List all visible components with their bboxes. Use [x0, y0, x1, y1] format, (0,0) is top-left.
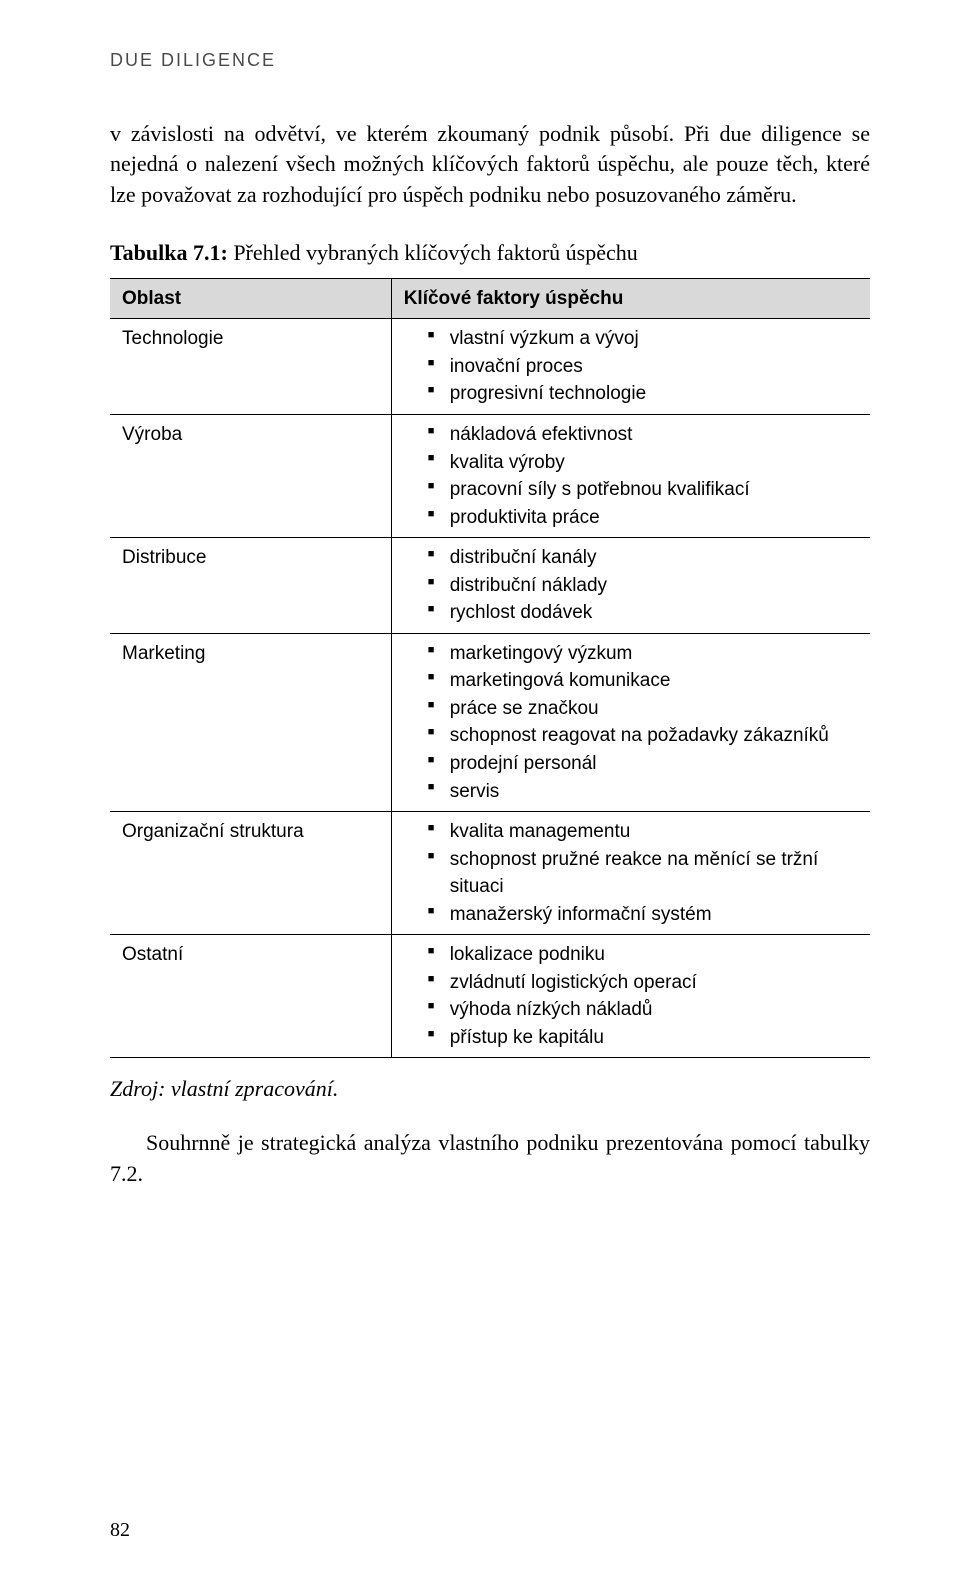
- table-caption: Tabulka 7.1: Přehled vybraných klíčových…: [110, 238, 870, 268]
- running-head: DUE DILIGENCE: [110, 50, 870, 71]
- factor-item: distribuční kanály: [428, 544, 858, 572]
- factor-list: distribuční kanálydistribuční nákladyryc…: [404, 544, 858, 627]
- table-cell-factors: distribuční kanálydistribuční nákladyryc…: [391, 538, 870, 634]
- factor-list: nákladová efektivnostkvalita výrobypraco…: [404, 421, 858, 531]
- table-row: Výrobanákladová efektivnostkvalita výrob…: [110, 414, 870, 537]
- factor-item: lokalizace podniku: [428, 941, 858, 969]
- factor-item: práce se značkou: [428, 695, 858, 723]
- factor-list: lokalizace podnikuzvládnutí logistických…: [404, 941, 858, 1051]
- table-row: Ostatnílokalizace podnikuzvládnutí logis…: [110, 935, 870, 1058]
- factors-table: Oblast Klíčové faktory úspěchu Technolog…: [110, 278, 870, 1059]
- table-cell-factors: marketingový výzkummarketingová komunika…: [391, 633, 870, 811]
- factor-item: inovační proces: [428, 353, 858, 381]
- table-header-area: Oblast: [110, 278, 391, 319]
- table-cell-factors: vlastní výzkum a vývojinovační procespro…: [391, 319, 870, 415]
- table-row: Organizační strukturakvalita managementu…: [110, 812, 870, 935]
- factor-item: marketingový výzkum: [428, 640, 858, 668]
- page: DUE DILIGENCE v závislosti na odvětví, v…: [0, 0, 960, 1590]
- factor-item: servis: [428, 778, 858, 806]
- table-cell-area: Výroba: [110, 414, 391, 537]
- table-header-factors: Klíčové faktory úspěchu: [391, 278, 870, 319]
- factor-item: rychlost dodávek: [428, 599, 858, 627]
- page-number: 82: [110, 1519, 130, 1542]
- table-row: Technologievlastní výzkum a vývojinovačn…: [110, 319, 870, 415]
- factor-item: kvalita výroby: [428, 449, 858, 477]
- table-caption-label: Tabulka 7.1:: [110, 240, 228, 265]
- factor-item: distribuční náklady: [428, 572, 858, 600]
- factor-item: produktivita práce: [428, 504, 858, 532]
- table-row: Distribucedistribuční kanálydistribuční …: [110, 538, 870, 634]
- factor-item: prodejní personál: [428, 750, 858, 778]
- factor-item: progresivní technologie: [428, 380, 858, 408]
- table-cell-area: Ostatní: [110, 935, 391, 1058]
- source-line: Zdroj: vlastní zpracování.: [110, 1076, 870, 1102]
- table-cell-area: Organizační struktura: [110, 812, 391, 935]
- table-caption-text: Přehled vybraných klíčových faktorů úspě…: [228, 240, 638, 265]
- factor-item: manažerský informační systém: [428, 901, 858, 929]
- table-cell-factors: nákladová efektivnostkvalita výrobypraco…: [391, 414, 870, 537]
- factor-item: kvalita managementu: [428, 818, 858, 846]
- factor-item: vlastní výzkum a vývoj: [428, 325, 858, 353]
- table-header-row: Oblast Klíčové faktory úspěchu: [110, 278, 870, 319]
- factor-list: marketingový výzkummarketingová komunika…: [404, 640, 858, 805]
- factor-item: marketingová komunikace: [428, 667, 858, 695]
- table-cell-area: Marketing: [110, 633, 391, 811]
- table-body: Technologievlastní výzkum a vývojinovačn…: [110, 319, 870, 1058]
- factor-item: výhoda nízkých nákladů: [428, 996, 858, 1024]
- table-row: Marketingmarketingový výzkummarketingová…: [110, 633, 870, 811]
- table-cell-factors: lokalizace podnikuzvládnutí logistických…: [391, 935, 870, 1058]
- factor-list: kvalita managementuschopnost pružné reak…: [404, 818, 858, 928]
- factor-list: vlastní výzkum a vývojinovační procespro…: [404, 325, 858, 408]
- table-cell-area: Distribuce: [110, 538, 391, 634]
- factor-item: přístup ke kapitálu: [428, 1024, 858, 1052]
- conclusion-paragraph: Souhrnně je strategická analýza vlastníh…: [110, 1128, 870, 1189]
- intro-paragraph: v závislosti na odvětví, ve kterém zkoum…: [110, 119, 870, 210]
- factor-item: schopnost pružné reakce na měnící se trž…: [428, 846, 858, 901]
- factor-item: nákladová efektivnost: [428, 421, 858, 449]
- table-cell-factors: kvalita managementuschopnost pružné reak…: [391, 812, 870, 935]
- table-cell-area: Technologie: [110, 319, 391, 415]
- factor-item: schopnost reagovat na požadavky zákazník…: [428, 722, 858, 750]
- factor-item: zvládnutí logistických operací: [428, 969, 858, 997]
- factor-item: pracovní síly s potřebnou kvalifikací: [428, 476, 858, 504]
